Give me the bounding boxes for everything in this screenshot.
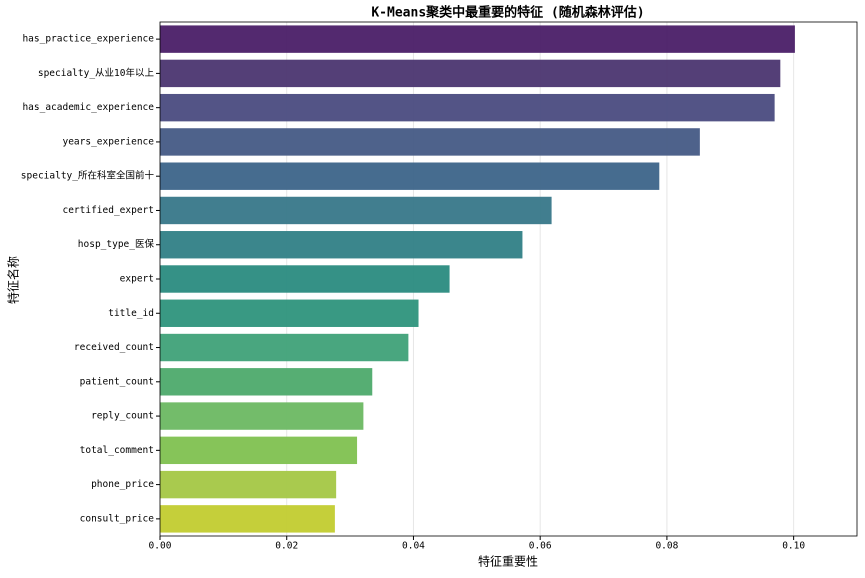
y-tick-label: has_practice_experience [22,34,154,45]
bar [160,59,781,88]
bar [160,470,337,499]
y-tick-label: specialty_所在科室全国前十 [21,170,155,182]
y-tick-label: title_id [108,308,154,319]
chart-title: K-Means聚类中最重要的特征 (随机森林评估) [371,5,644,21]
y-tick-label: certified_expert [62,205,154,216]
bar [160,25,795,53]
x-tick-label: 0.06 [529,541,552,552]
bar [160,505,335,533]
y-tick-label: specialty_从业10年以上 [38,67,155,79]
bar [160,299,419,327]
x-axis-label: 特征重要性 [478,554,538,569]
bar [160,368,373,396]
y-axis-label: 特征名称 [6,256,21,304]
bar [160,162,660,190]
y-tick-label: expert [120,274,154,285]
y-tick-label: reply_count [91,411,154,422]
y-tick-label: hosp_type_医保 [78,238,155,250]
bar [160,402,364,430]
x-tick-label: 0.08 [655,541,678,552]
bar [160,265,450,293]
y-tick-label: patient_count [80,376,154,387]
bar [160,93,775,122]
plot-frame [159,21,858,537]
x-tick-label: 0.02 [275,541,298,552]
y-tick-label: phone_price [91,479,154,490]
y-tick-label: total_comment [80,445,154,456]
x-tick-label: 0.10 [782,541,805,552]
y-tick-label: consult_price [80,513,155,524]
bar [160,333,409,362]
y-tick-label: has_academic_experience [22,102,154,113]
y-tick-label: years_experience [62,136,154,147]
bar [160,436,358,465]
y-tick-label: received_count [74,342,154,353]
bar [160,196,552,225]
x-tick-label: 0.00 [149,541,172,552]
bar [160,128,700,156]
x-tick-label: 0.04 [402,541,425,552]
bar [160,231,523,259]
